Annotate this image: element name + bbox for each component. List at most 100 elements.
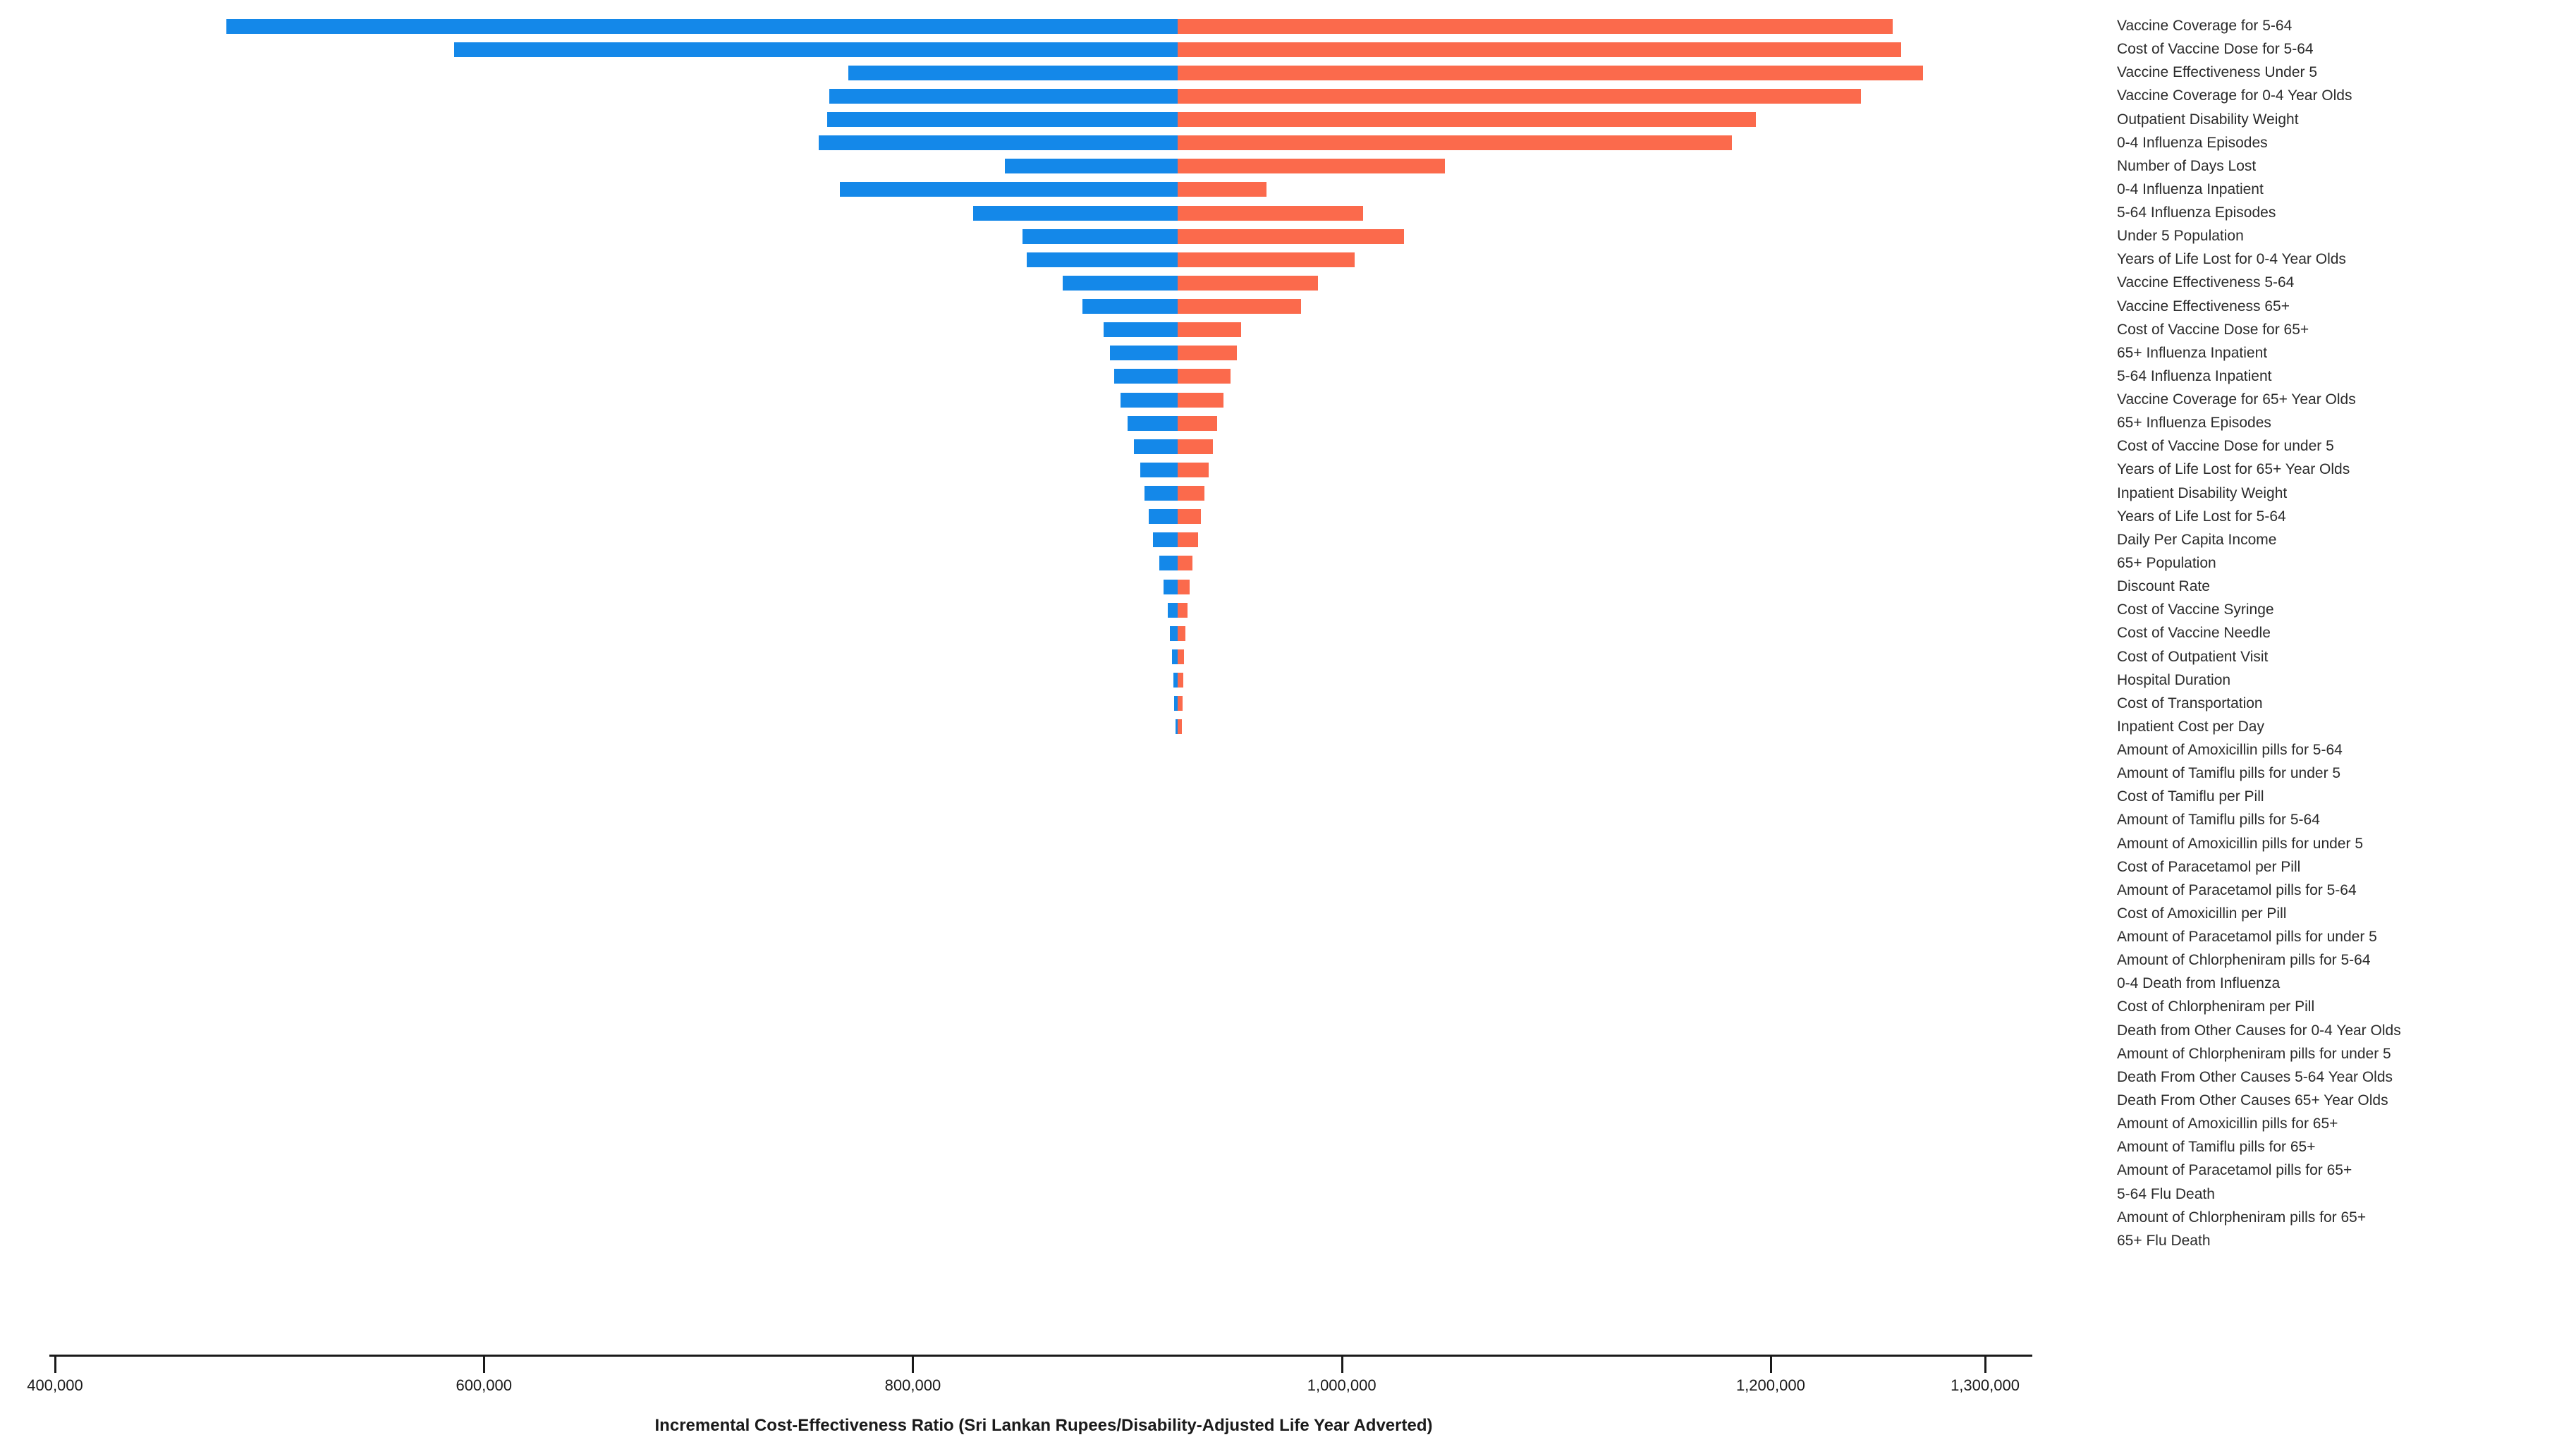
- bar-low-15: [1114, 369, 1178, 384]
- param-label-16: Vaccine Coverage for 65+ Year Olds: [2117, 391, 2356, 408]
- param-label-29: Cost of Transportation: [2117, 695, 2263, 711]
- bar-high-11: [1178, 275, 1319, 291]
- tick-mark-4: [1769, 1355, 1772, 1373]
- bar-high-7: [1178, 182, 1267, 197]
- param-label-9: Under 5 Population: [2117, 228, 2244, 245]
- bar-high-3: [1178, 88, 1861, 104]
- bar-high-5: [1178, 135, 1733, 151]
- bar-high-30: [1178, 719, 1182, 735]
- param-label-49: Amount of Paracetamol pills for 65+: [2117, 1162, 2352, 1179]
- tick-mark-2: [912, 1355, 915, 1373]
- bar-low-1: [453, 42, 1178, 57]
- param-label-7: 0-4 Influenza Inpatient: [2117, 181, 2264, 197]
- bar-high-27: [1178, 649, 1185, 664]
- bar-high-17: [1178, 415, 1218, 431]
- bar-low-11: [1063, 275, 1178, 291]
- param-label-5: 0-4 Influenza Episodes: [2117, 134, 2268, 151]
- bar-high-15: [1178, 369, 1231, 384]
- param-label-40: Amount of Chlorpheniram pills for 5-64: [2117, 952, 2371, 969]
- x-axis-line: [49, 1355, 2032, 1357]
- bar-high-13: [1178, 322, 1241, 338]
- bar-low-21: [1148, 509, 1178, 525]
- param-label-26: Cost of Vaccine Needle: [2117, 625, 2271, 642]
- param-label-28: Hospital Duration: [2117, 671, 2231, 688]
- param-label-34: Amount of Tamiflu pills for 5-64: [2117, 812, 2320, 829]
- bar-high-22: [1178, 532, 1198, 548]
- param-label-0: Vaccine Coverage for 5-64: [2117, 18, 2293, 34]
- bar-high-16: [1178, 392, 1224, 408]
- bar-low-17: [1127, 415, 1178, 431]
- bar-high-28: [1178, 673, 1184, 688]
- tick-mark-0: [54, 1355, 56, 1373]
- bar-low-7: [840, 182, 1178, 197]
- tick-mark-5: [1984, 1355, 1986, 1373]
- bar-low-29: [1174, 696, 1178, 711]
- param-label-39: Amount of Paracetamol pills for under 5: [2117, 929, 2377, 946]
- bar-high-12: [1178, 299, 1301, 314]
- bar-high-20: [1178, 486, 1205, 501]
- bar-high-10: [1178, 252, 1355, 267]
- param-label-38: Cost of Amoxicillin per Pill: [2117, 905, 2287, 922]
- bar-low-18: [1133, 439, 1178, 454]
- param-label-32: Amount of Tamiflu pills for under 5: [2117, 765, 2341, 782]
- param-label-21: Years of Life Lost for 5-64: [2117, 508, 2286, 525]
- param-label-35: Amount of Amoxicillin pills for under 5: [2117, 835, 2363, 852]
- param-label-30: Inpatient Cost per Day: [2117, 718, 2264, 735]
- bar-low-26: [1170, 625, 1178, 641]
- param-label-12: Vaccine Effectiveness 65+: [2117, 298, 2290, 314]
- param-label-46: Death From Other Causes 65+ Year Olds: [2117, 1092, 2388, 1108]
- param-label-3: Vaccine Coverage for 0-4 Year Olds: [2117, 87, 2352, 104]
- bar-high-29: [1178, 696, 1183, 711]
- param-label-13: Cost of Vaccine Dose for 65+: [2117, 321, 2309, 338]
- param-label-2: Vaccine Effectiveness Under 5: [2117, 64, 2318, 81]
- bar-low-27: [1171, 649, 1178, 664]
- x-axis-title: Incremental Cost-Effectiveness Ratio (Sr…: [654, 1416, 1433, 1435]
- bar-low-19: [1140, 462, 1178, 477]
- tick-label-0: 400,000: [27, 1376, 83, 1394]
- bar-low-3: [829, 88, 1178, 104]
- param-label-1: Cost of Vaccine Dose for 5-64: [2117, 41, 2314, 58]
- param-label-22: Daily Per Capita Income: [2117, 531, 2277, 548]
- param-label-18: Cost of Vaccine Dose for under 5: [2117, 438, 2334, 455]
- bar-low-16: [1121, 392, 1178, 408]
- param-label-4: Outpatient Disability Weight: [2117, 111, 2299, 128]
- tick-label-3: 1,000,000: [1307, 1376, 1376, 1394]
- bar-high-24: [1178, 579, 1190, 594]
- param-label-44: Amount of Chlorpheniram pills for under …: [2117, 1045, 2391, 1062]
- param-label-50: 5-64 Flu Death: [2117, 1185, 2215, 1202]
- bar-low-24: [1164, 579, 1178, 594]
- bar-low-4: [826, 112, 1178, 128]
- tick-label-5: 1,300,000: [1951, 1376, 2020, 1394]
- param-label-19: Years of Life Lost for 65+ Year Olds: [2117, 461, 2350, 478]
- param-label-48: Amount of Tamiflu pills for 65+: [2117, 1139, 2316, 1156]
- bar-low-28: [1173, 673, 1178, 688]
- param-label-15: 5-64 Influenza Inpatient: [2117, 367, 2272, 384]
- param-label-6: Number of Days Lost: [2117, 157, 2257, 174]
- bar-low-9: [1022, 228, 1178, 244]
- param-label-11: Vaccine Effectiveness 5-64: [2117, 274, 2295, 291]
- bar-low-23: [1159, 556, 1178, 571]
- param-label-41: 0-4 Death from Influenza: [2117, 975, 2281, 992]
- param-label-17: 65+ Influenza Episodes: [2117, 415, 2271, 432]
- param-label-27: Cost of Outpatient Visit: [2117, 648, 2269, 665]
- bar-low-12: [1082, 299, 1178, 314]
- bar-high-8: [1178, 205, 1364, 221]
- bar-high-9: [1178, 228, 1404, 244]
- bar-high-2: [1178, 65, 1923, 80]
- param-label-25: Cost of Vaccine Syringe: [2117, 601, 2274, 618]
- param-label-42: Cost of Chlorpheniram per Pill: [2117, 998, 2315, 1015]
- param-label-43: Death from Other Causes for 0-4 Year Old…: [2117, 1022, 2401, 1039]
- param-label-20: Inpatient Disability Weight: [2117, 484, 2288, 501]
- param-label-10: Years of Life Lost for 0-4 Year Olds: [2117, 251, 2346, 268]
- tick-label-2: 800,000: [884, 1376, 941, 1394]
- param-label-33: Cost of Tamiflu per Pill: [2117, 788, 2264, 805]
- bar-high-19: [1178, 462, 1209, 477]
- tick-label-1: 600,000: [456, 1376, 512, 1394]
- bar-low-30: [1175, 719, 1178, 735]
- param-label-52: 65+ Flu Death: [2117, 1232, 2211, 1249]
- param-label-51: Amount of Chlorpheniram pills for 65+: [2117, 1209, 2367, 1226]
- bar-high-0: [1178, 18, 1893, 34]
- bar-high-21: [1178, 509, 1202, 525]
- param-label-31: Amount of Amoxicillin pills for 5-64: [2117, 742, 2343, 759]
